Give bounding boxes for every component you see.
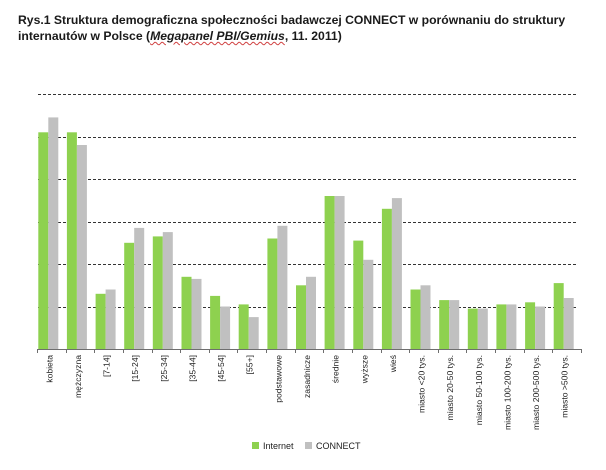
bar-internet: [381, 208, 392, 350]
bar-internet: [66, 132, 77, 350]
x-tick-label: [45-54]: [216, 355, 226, 382]
bar-connect: [391, 198, 402, 349]
bar-connect: [191, 278, 202, 349]
bar-connect: [563, 298, 574, 349]
x-tick-label: zasadnicze: [302, 355, 312, 398]
chart-title-main: Rys.1 Struktura demograficzna społecznoś…: [18, 13, 566, 43]
x-tick-label: podstawowe: [273, 355, 283, 403]
bar-connect: [48, 117, 59, 350]
legend-label-internet: Internet: [263, 441, 294, 451]
x-axis: [37, 349, 582, 353]
x-tick-label: [15-24]: [130, 355, 140, 382]
x-tick-label: [55+]: [245, 355, 255, 374]
bar-connect: [334, 196, 345, 349]
x-tick-labels: kobieta mężczyzna [7-14] [15-24] [25-34] [35-…: [44, 355, 569, 430]
x-tick-label: wyższe: [359, 355, 369, 384]
bar-internet: [439, 300, 450, 349]
bar-internet: [210, 295, 221, 349]
bar-connect: [277, 225, 288, 350]
bar-connect: [363, 259, 374, 350]
bar-internet: [238, 304, 249, 349]
bar-internet: [324, 196, 335, 349]
bar-internet: [181, 276, 192, 350]
bar-internet: [152, 236, 163, 349]
gridlines: [38, 94, 578, 308]
chart-title-tail: , 11. 2011): [284, 29, 342, 43]
x-tick-label: miasto <20 tys.: [417, 355, 427, 413]
bar-internet: [296, 285, 306, 350]
x-tick-label: miasto 200-500 tys.: [531, 355, 541, 430]
x-tick-label: miasto 100-200 tys.: [502, 355, 512, 430]
legend-label-connect: CONNECT: [316, 441, 361, 451]
bar-connect: [506, 304, 517, 349]
bar-connect: [220, 306, 231, 349]
x-tick-label: [25-34]: [159, 355, 169, 382]
bar-internet: [95, 293, 106, 350]
bar-connect: [134, 227, 145, 349]
bar-connect: [76, 145, 87, 349]
bar-connect: [420, 285, 431, 350]
bar-connect: [449, 300, 460, 349]
bar-connect: [162, 232, 173, 349]
bar-internet: [553, 283, 564, 349]
x-tick-label: miasto 20-50 tys.: [445, 355, 455, 420]
x-tick-label: [35-44]: [188, 355, 198, 382]
bar-internet: [496, 304, 507, 349]
legend-swatch-internet: [252, 442, 259, 449]
x-tick-label: [7-14]: [102, 355, 112, 377]
x-tick-label: mężczyzna: [73, 355, 83, 398]
x-tick-label: kobieta: [44, 355, 54, 383]
chart-title-source: Megapanel PBI/Gemius: [150, 29, 285, 43]
bar-internet: [353, 240, 364, 349]
bar-connect: [306, 276, 316, 350]
chart-title: Rys.1 Struktura demograficzna społecznoś…: [18, 12, 593, 44]
bar-internet: [38, 132, 49, 350]
bar-connect: [477, 308, 488, 349]
bar-connect: [248, 317, 259, 349]
x-tick-label: średnie: [331, 355, 341, 383]
bar-internet: [267, 238, 278, 349]
bar-internet: [124, 242, 135, 350]
x-tick-label: miasto >500 tys.: [560, 355, 570, 418]
legend-swatch-connect: [305, 442, 312, 449]
bar-internet: [525, 302, 536, 350]
bar-internet: [467, 308, 478, 349]
bar-internet: [410, 289, 421, 349]
bars: [38, 117, 574, 350]
bar-connect: [535, 306, 546, 349]
x-tick-label: miasto 50-100 tys.: [474, 355, 484, 425]
bar-connect: [105, 289, 116, 349]
x-tick-label: wieś: [388, 355, 398, 373]
legend: Internet CONNECT: [252, 441, 361, 451]
